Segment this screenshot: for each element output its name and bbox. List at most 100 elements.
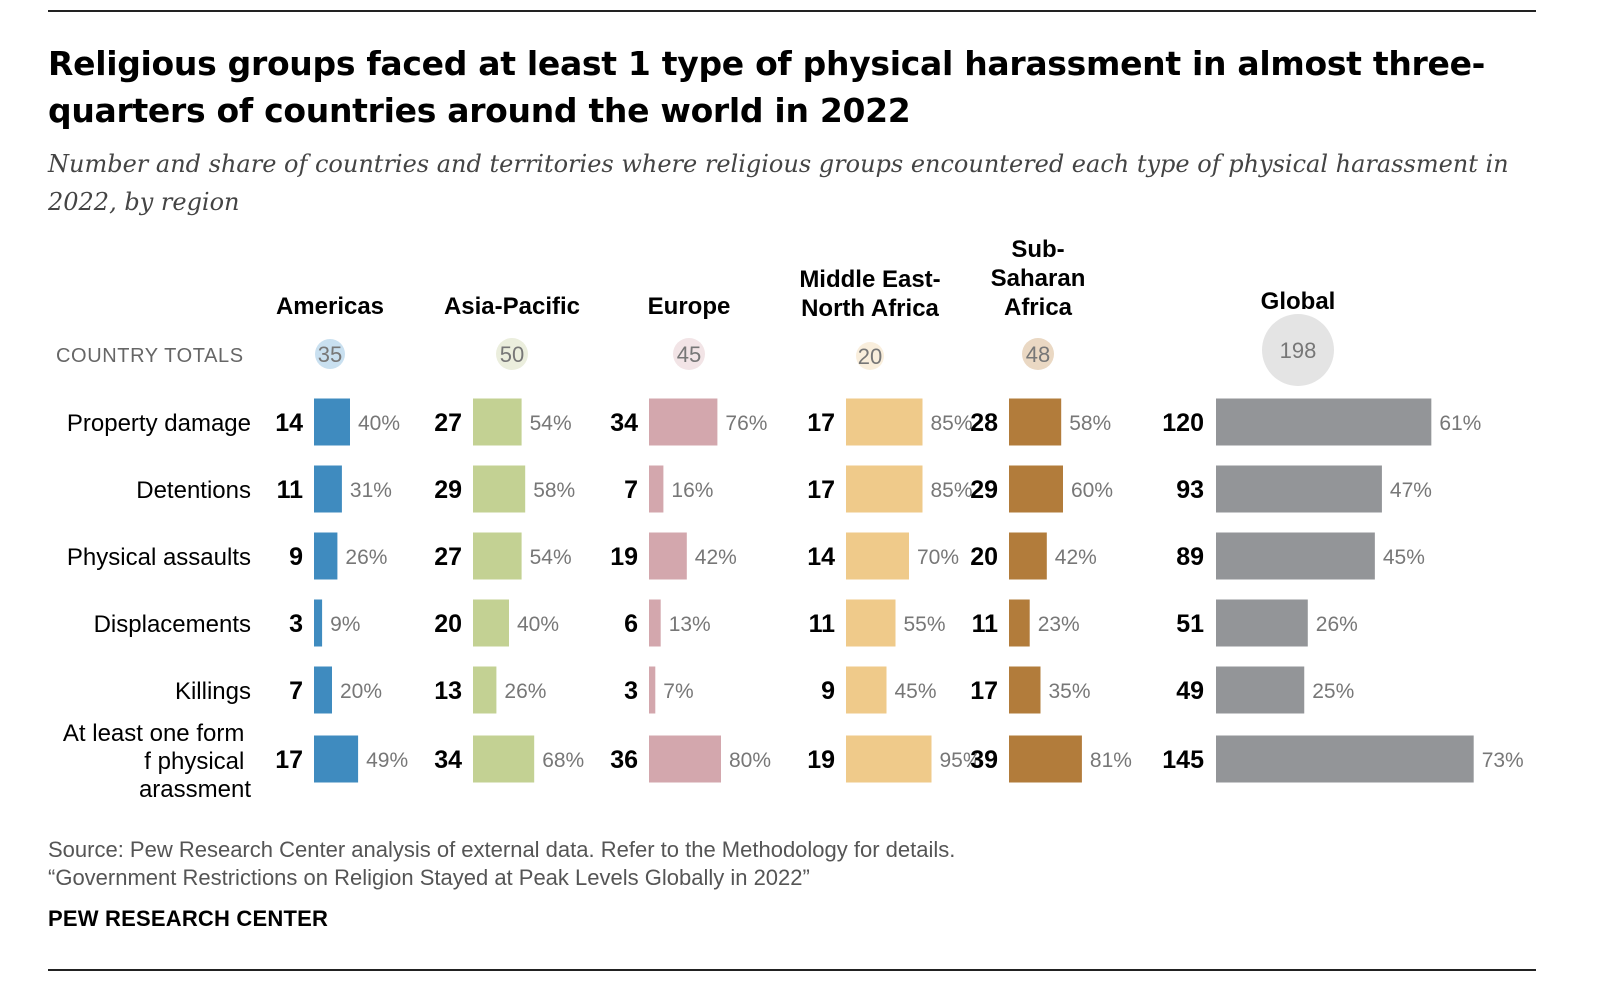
- source-note: Source: Pew Research Center analysis of …: [48, 836, 955, 892]
- total-circle-middle-east-north-africa: [856, 342, 884, 370]
- bar-sub-saharan-africa-1: [1009, 465, 1063, 513]
- bar-middle-east-north-africa-4: [846, 666, 887, 714]
- count-americas-5: 17: [275, 746, 303, 774]
- percent-label-middle-east-north-africa-1: 85%: [931, 479, 973, 502]
- chart-title: Religious groups faced at least 1 type o…: [48, 44, 1486, 130]
- count-global-5: 145: [1162, 746, 1204, 774]
- category-label-property-damage: Property damage: [67, 410, 251, 437]
- count-asia-pacific-2: 27: [434, 543, 462, 571]
- chart-subtitle: Number and share of countries and territ…: [48, 150, 1509, 216]
- count-americas-4: 7: [289, 677, 303, 705]
- category-label-detentions: Detentions: [136, 477, 251, 504]
- count-europe-1: 7: [624, 476, 638, 504]
- percent-label-global-0: 61%: [1439, 412, 1481, 435]
- count-europe-4: 3: [624, 677, 638, 705]
- bar-sub-saharan-africa-4: [1009, 666, 1041, 714]
- bar-middle-east-north-africa-5: [846, 735, 932, 783]
- total-value-americas: 35: [318, 342, 342, 367]
- bar-global-2: [1216, 532, 1375, 580]
- bar-europe-5: [649, 735, 721, 783]
- count-asia-pacific-5: 34: [434, 746, 462, 774]
- region-header-sub-saharan-africa: Sub-Saharan Africa: [991, 236, 1086, 321]
- top-rule: [48, 10, 1536, 12]
- percent-label-global-3: 26%: [1316, 613, 1358, 636]
- bar-asia-pacific-5: [473, 735, 535, 783]
- total-value-sub-saharan-africa: 48: [1026, 342, 1050, 367]
- bar-middle-east-north-africa-1: [846, 465, 923, 513]
- count-europe-3: 6: [624, 610, 638, 638]
- total-circle-sub-saharan-africa: [1022, 338, 1054, 370]
- percent-label-europe-2: 42%: [695, 546, 737, 569]
- count-sub-saharan-africa-4: 17: [970, 677, 998, 705]
- bar-global-3: [1216, 599, 1308, 647]
- bar-asia-pacific-2: [473, 532, 522, 580]
- count-global-2: 89: [1176, 543, 1204, 571]
- count-middle-east-north-africa-0: 17: [807, 409, 835, 437]
- bar-sub-saharan-africa-3: [1009, 599, 1030, 647]
- percent-label-europe-3: 13%: [669, 613, 711, 636]
- percent-label-middle-east-north-africa-3: 55%: [904, 613, 946, 636]
- percent-label-sub-saharan-africa-4: 35%: [1049, 680, 1091, 703]
- bar-middle-east-north-africa-3: [846, 599, 896, 647]
- count-middle-east-north-africa-2: 14: [807, 543, 835, 571]
- region-header-asia-pacific: Asia-Pacific: [444, 293, 580, 320]
- regional-harassment-bar-chart: COUNTRY TOTALS Property damage Detentions P…: [56, 236, 1524, 803]
- percent-label-europe-1: 16%: [671, 479, 713, 502]
- percent-label-asia-pacific-4: 26%: [504, 680, 546, 703]
- count-asia-pacific-3: 20: [434, 610, 462, 638]
- bar-europe-0: [649, 398, 718, 446]
- bar-americas-3: [314, 599, 323, 647]
- count-sub-saharan-africa-5: 39: [970, 746, 998, 774]
- pew-logo-text: PEW RESEARCH CENTER: [48, 906, 329, 931]
- count-americas-2: 9: [289, 543, 303, 571]
- category-label-at-least-one-form-of-physical-harassment: At least one form f physical arassment: [63, 720, 251, 803]
- bar-sub-saharan-africa-0: [1009, 398, 1062, 446]
- percent-label-global-1: 47%: [1390, 479, 1432, 502]
- count-europe-0: 34: [610, 409, 638, 437]
- count-global-4: 49: [1176, 677, 1204, 705]
- bar-asia-pacific-3: [473, 599, 509, 647]
- percent-label-americas-5: 49%: [366, 749, 408, 772]
- percent-label-sub-saharan-africa-3: 23%: [1038, 613, 1080, 636]
- bar-americas-1: [314, 465, 342, 513]
- count-middle-east-north-africa-3: 11: [809, 610, 836, 638]
- count-asia-pacific-1: 29: [434, 476, 462, 504]
- count-middle-east-north-africa-4: 9: [821, 677, 835, 705]
- bar-europe-2: [649, 532, 687, 580]
- bar-asia-pacific-1: [473, 465, 526, 513]
- report-title-line: “Government Restrictions on Religion Sta…: [48, 865, 810, 890]
- total-circle-asia-pacific: [496, 338, 528, 370]
- category-label-displacements: Displacements: [94, 611, 251, 638]
- count-sub-saharan-africa-0: 28: [970, 409, 998, 437]
- total-value-asia-pacific: 50: [500, 342, 524, 367]
- bar-global-4: [1216, 666, 1305, 714]
- bar-europe-4: [649, 666, 656, 714]
- count-global-3: 51: [1176, 610, 1204, 638]
- source-line: Source: Pew Research Center analysis of …: [48, 837, 956, 862]
- percent-label-global-4: 25%: [1312, 680, 1354, 703]
- percent-label-europe-4: 7%: [663, 680, 693, 703]
- bar-asia-pacific-4: [473, 666, 497, 714]
- count-americas-3: 3: [289, 610, 303, 638]
- bar-sub-saharan-africa-2: [1009, 532, 1047, 580]
- total-value-middle-east-north-africa: 20: [858, 344, 882, 369]
- region-header-europe: Europe: [648, 293, 731, 320]
- count-europe-2: 19: [610, 543, 638, 571]
- percent-label-asia-pacific-3: 40%: [517, 613, 559, 636]
- percent-label-sub-saharan-africa-5: 81%: [1090, 749, 1132, 772]
- percent-label-middle-east-north-africa-0: 85%: [931, 412, 973, 435]
- count-americas-1: 11: [277, 476, 304, 504]
- percent-label-middle-east-north-africa-4: 45%: [895, 680, 937, 703]
- count-asia-pacific-0: 27: [434, 409, 462, 437]
- total-circle-europe: [673, 338, 705, 370]
- percent-label-sub-saharan-africa-1: 60%: [1071, 479, 1113, 502]
- count-global-1: 93: [1176, 476, 1204, 504]
- region-header-global: Global: [1261, 288, 1336, 315]
- percent-label-asia-pacific-2: 54%: [530, 546, 572, 569]
- country-totals-label: COUNTRY TOTALS: [56, 345, 244, 367]
- region-header-middle-east-north-africa: Middle East-North Africa: [799, 266, 940, 322]
- percent-label-middle-east-north-africa-2: 70%: [917, 546, 959, 569]
- count-sub-saharan-africa-3: 11: [972, 610, 999, 638]
- percent-label-asia-pacific-1: 58%: [533, 479, 575, 502]
- bottom-rule: [48, 969, 1536, 971]
